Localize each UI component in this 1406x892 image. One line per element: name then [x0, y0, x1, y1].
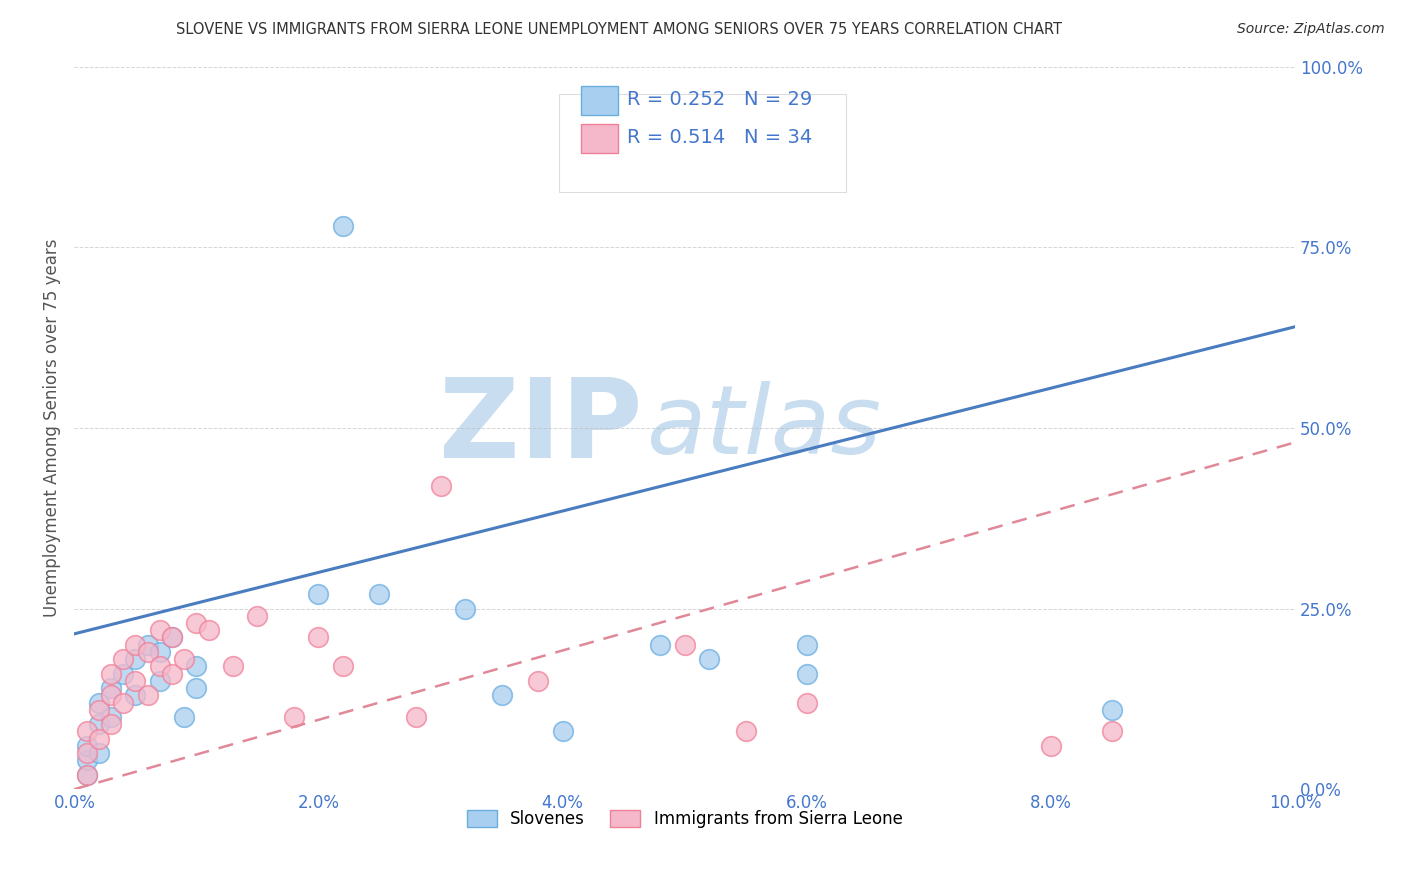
Point — [1101, 724, 1123, 739]
Point — [136, 638, 159, 652]
Point — [673, 638, 696, 652]
Point — [186, 615, 208, 630]
Point — [1039, 739, 1062, 753]
Point — [112, 696, 135, 710]
Point — [112, 652, 135, 666]
Text: R = 0.252   N = 29: R = 0.252 N = 29 — [627, 89, 813, 109]
Point — [527, 673, 550, 688]
Point — [283, 710, 305, 724]
Point — [491, 688, 513, 702]
Point — [100, 666, 122, 681]
Point — [100, 688, 122, 702]
Point — [454, 601, 477, 615]
Point — [124, 688, 146, 702]
Point — [149, 645, 172, 659]
Point — [100, 717, 122, 731]
Point — [173, 652, 195, 666]
Point — [124, 652, 146, 666]
Point — [796, 666, 818, 681]
Point — [160, 631, 183, 645]
Point — [429, 479, 451, 493]
Text: SLOVENE VS IMMIGRANTS FROM SIERRA LEONE UNEMPLOYMENT AMONG SENIORS OVER 75 YEARS: SLOVENE VS IMMIGRANTS FROM SIERRA LEONE … — [176, 22, 1062, 37]
Point — [87, 703, 110, 717]
Point — [368, 587, 391, 601]
Point — [734, 724, 756, 739]
Point — [124, 638, 146, 652]
Point — [796, 638, 818, 652]
Point — [112, 666, 135, 681]
FancyBboxPatch shape — [560, 94, 846, 192]
Legend: Slovenes, Immigrants from Sierra Leone: Slovenes, Immigrants from Sierra Leone — [460, 804, 910, 835]
Point — [76, 768, 98, 782]
FancyBboxPatch shape — [581, 87, 617, 115]
Point — [87, 731, 110, 746]
Point — [1101, 703, 1123, 717]
Point — [87, 717, 110, 731]
Point — [76, 724, 98, 739]
Point — [76, 746, 98, 760]
Point — [405, 710, 427, 724]
Text: ZIP: ZIP — [439, 375, 643, 482]
Point — [697, 652, 720, 666]
Point — [650, 638, 672, 652]
Point — [222, 659, 245, 673]
Point — [173, 710, 195, 724]
Point — [160, 631, 183, 645]
Point — [186, 681, 208, 695]
Point — [332, 219, 354, 233]
Point — [332, 659, 354, 673]
Text: Source: ZipAtlas.com: Source: ZipAtlas.com — [1237, 22, 1385, 37]
Text: atlas: atlas — [645, 382, 880, 475]
Point — [100, 710, 122, 724]
Point — [136, 645, 159, 659]
Point — [124, 673, 146, 688]
Point — [307, 631, 329, 645]
Point — [160, 666, 183, 681]
Point — [796, 696, 818, 710]
Point — [76, 739, 98, 753]
Point — [307, 587, 329, 601]
Point — [246, 608, 269, 623]
Point — [197, 624, 219, 638]
Point — [76, 768, 98, 782]
Point — [136, 688, 159, 702]
Point — [87, 746, 110, 760]
Point — [149, 659, 172, 673]
FancyBboxPatch shape — [581, 124, 617, 153]
Point — [149, 673, 172, 688]
Point — [149, 624, 172, 638]
Point — [76, 753, 98, 767]
Point — [100, 681, 122, 695]
Y-axis label: Unemployment Among Seniors over 75 years: Unemployment Among Seniors over 75 years — [44, 239, 60, 617]
Point — [186, 659, 208, 673]
Text: R = 0.514   N = 34: R = 0.514 N = 34 — [627, 128, 813, 147]
Point — [87, 696, 110, 710]
Point — [551, 724, 574, 739]
